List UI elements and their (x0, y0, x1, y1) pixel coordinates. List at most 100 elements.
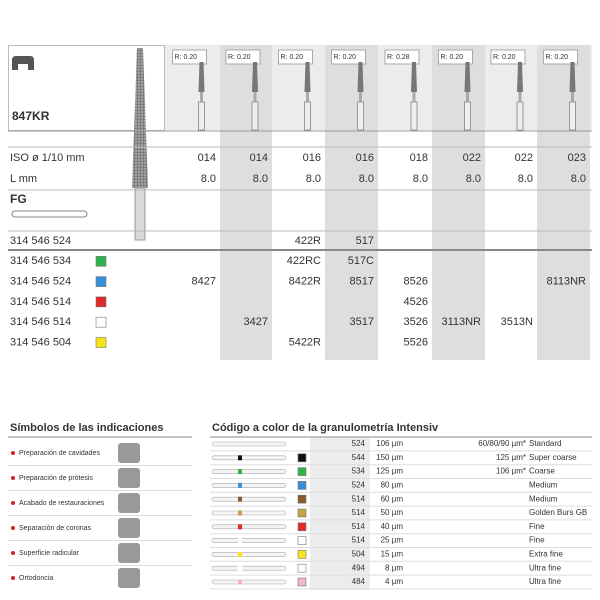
bullet (11, 576, 15, 580)
bur-head (411, 62, 417, 92)
grit-name: Medium (529, 481, 558, 490)
iso-value: 016 (356, 152, 374, 164)
grit-code: 524 (352, 481, 366, 490)
bur-shank (198, 101, 205, 131)
grit-size: 8 µm (385, 563, 403, 572)
bur-icon (211, 496, 287, 502)
iso-value: 014 (198, 152, 216, 164)
bur-icon (211, 524, 287, 530)
grit-name: Standard (529, 439, 561, 448)
length-value: 8.0 (306, 173, 321, 185)
grit-code: 514 (352, 494, 366, 503)
reference: 314 546 524 (10, 276, 71, 288)
bur-icon (211, 510, 287, 516)
grit-code: 514 (352, 536, 366, 545)
color-swatch (297, 536, 307, 545)
product-code: 847KR (12, 109, 50, 123)
color-swatch (297, 453, 307, 463)
radius-label: R: 0.20 (281, 54, 304, 61)
length-value: 8.0 (201, 173, 216, 185)
iso-label: ISO ø 1/10 mm (10, 152, 85, 164)
indication-icon (118, 518, 140, 538)
figure-number: 3517 (350, 316, 374, 328)
bullet (11, 476, 15, 480)
bur-head (464, 62, 471, 92)
length-value: 8.0 (571, 173, 586, 185)
bur-head (252, 62, 258, 92)
grit-name: Ultra fine (529, 577, 562, 586)
length-label: L mm (10, 173, 37, 185)
grit-code: 504 (352, 550, 366, 559)
grit-size: 125 µm (376, 467, 403, 476)
main-bur-shank (134, 187, 146, 241)
bur-head (357, 62, 364, 92)
bur-head (198, 62, 205, 92)
figure-number: 3526 (404, 316, 428, 328)
indication: Acabado de restauraciones (19, 500, 105, 507)
reference: 314 546 504 (10, 336, 71, 348)
indication-icon (118, 543, 140, 563)
radius-box (543, 49, 578, 65)
grit-size: 4 µm (385, 577, 403, 586)
figure-number: 8517 (350, 276, 374, 288)
bur-band (238, 579, 242, 585)
grit-equivalent: 125 µm* (496, 453, 526, 462)
grit-size: 60 µm (381, 494, 404, 503)
bur-icon (211, 469, 287, 474)
bur-shank (410, 101, 418, 131)
color-swatch (297, 494, 307, 504)
grit-size: 40 µm (381, 522, 404, 531)
indication-icon (118, 443, 140, 463)
radius-label: R: 0.20 (228, 54, 251, 61)
grit-size: 80 µm (381, 481, 404, 490)
grit-code: 514 (352, 508, 366, 517)
bur-neck (359, 92, 362, 102)
grit-size: 106 µm (376, 439, 403, 448)
bur-neck (253, 92, 257, 102)
grit-code: 524 (352, 439, 366, 448)
bur-band (238, 565, 242, 571)
bur-icon (211, 538, 287, 543)
figure-number: 3513N (501, 316, 533, 328)
indication: Separación de coronas (19, 525, 91, 532)
bur-head (304, 62, 311, 92)
grit-name: Ultra fine (529, 563, 562, 572)
figure-number: 3427 (244, 316, 268, 328)
figure-number: 5526 (404, 336, 428, 348)
color-swatch (95, 276, 107, 287)
figure-number: 517 (356, 235, 374, 247)
reference: 314 546 534 (10, 255, 71, 267)
code-column-band (310, 438, 370, 590)
figure-number: 3113NR (441, 316, 481, 328)
indication-icon (118, 568, 140, 588)
grit-name: Super coarse (529, 453, 577, 462)
iso-value: 022 (463, 152, 481, 164)
radius-label: R: 0.28 (387, 54, 410, 61)
length-value: 8.0 (359, 173, 374, 185)
bur-icon (211, 579, 287, 585)
bur-shank (251, 101, 259, 131)
column-band (220, 45, 272, 360)
grit-title: Código a color de la granulometría Inten… (212, 422, 439, 434)
radius-label: R: 0.20 (493, 54, 516, 61)
color-swatch (297, 522, 307, 532)
iso-value: 014 (250, 152, 268, 164)
grit-code: 484 (352, 577, 366, 586)
reference: 314 546 514 (10, 316, 71, 328)
bur-icon (211, 552, 287, 557)
figure-number: 8526 (404, 276, 428, 288)
shank-label: FG (10, 192, 27, 206)
bur-band (238, 551, 242, 557)
figure-number: 422RC (287, 255, 321, 267)
indication-icon (118, 468, 140, 488)
figure-number: 8422R (289, 276, 321, 288)
grit-name: Medium (529, 494, 558, 503)
grit-code: 514 (352, 522, 366, 531)
indication: Superficie radicular (19, 550, 80, 557)
grit-size: 25 µm (381, 536, 404, 545)
bullet (11, 451, 15, 455)
bur-shank (357, 101, 364, 131)
iso-value: 018 (410, 152, 428, 164)
bur-band (238, 496, 242, 502)
